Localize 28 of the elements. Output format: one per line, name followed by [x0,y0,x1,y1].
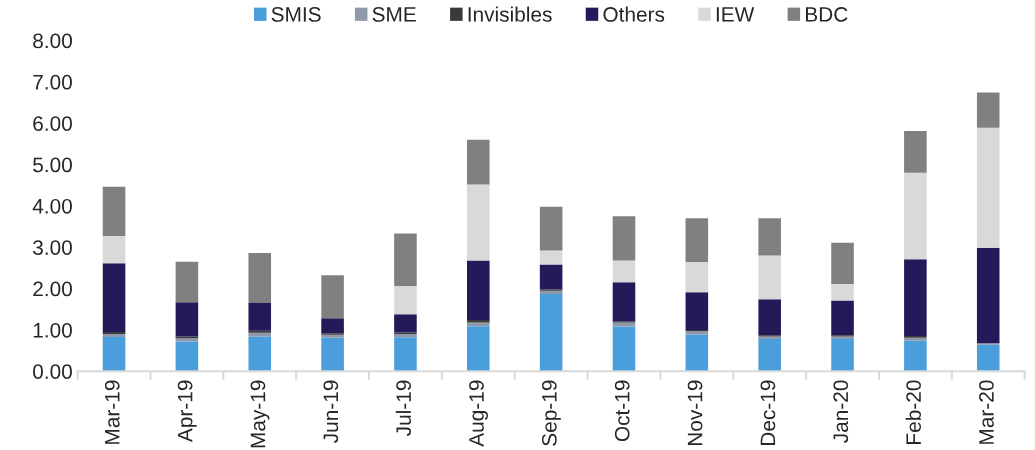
x-tick-label: Oct-19 [614,380,630,442]
x-tick-label: Apr-19 [177,380,197,443]
y-tick-label: 8.00 [33,33,72,49]
x-tick-label: Nov-19 [687,380,703,446]
x-tick-label: Mar-19 [104,380,120,444]
x-tick-label: May-19 [250,380,270,448]
legend-label: Invisibles [468,6,552,22]
y-tick-label: 4.00 [32,198,72,214]
legend-label: SMIS [271,7,321,22]
y-tick-label: 1.00 [33,322,72,338]
y-tick-label: 7.00 [33,74,72,90]
y-tick-label: 6.00 [33,116,72,131]
y-tick-label: 0.00 [33,364,72,379]
x-tick-label: Sep-19 [541,380,561,446]
x-tick-label: Jul-19 [395,380,412,436]
legend-label: SME [372,7,416,22]
x-tick-label: Aug-19 [469,380,488,447]
x-tick-label: Dec-19 [760,380,776,446]
y-tick-label: 5.00 [33,157,72,173]
legend-label: IEW [716,7,755,22]
x-tick-label: Feb-20 [905,380,921,444]
x-tick-label: Jun-19 [323,380,339,443]
legend-label: BDC [806,7,848,22]
y-tick-label: 3.00 [33,240,72,255]
x-tick-label: Mar-20 [979,380,994,444]
y-tick-label: 2.00 [33,281,72,297]
x-tick-label: Jan-20 [833,380,849,443]
legend-label: Others [603,6,665,22]
